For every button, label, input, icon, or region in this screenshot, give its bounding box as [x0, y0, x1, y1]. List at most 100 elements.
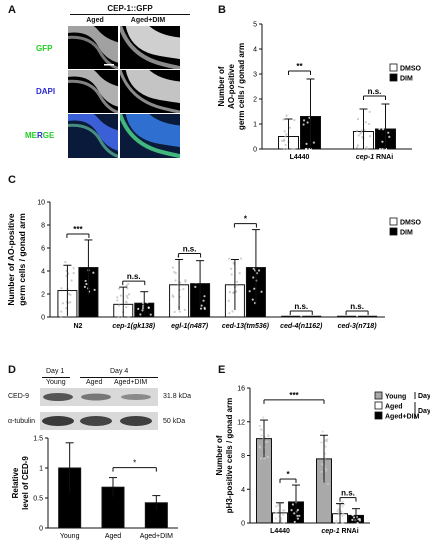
chart-c-datapoint [172, 295, 175, 299]
chart-c-datapoint [260, 290, 263, 293]
chart-b-datapoint [367, 122, 371, 126]
micrograph-gfp-aged-dim [120, 26, 180, 69]
micrograph-dapi-aged [68, 70, 118, 113]
blot-tubulin-label: α-tubulin [8, 418, 36, 425]
chart-b-datapoint [378, 127, 381, 131]
chart-b-datapoint [314, 109, 317, 112]
chart-e-datapoint [325, 469, 328, 472]
chart-c-datapoint [252, 267, 255, 270]
chart-c-legend-label: DIM [400, 230, 413, 237]
chart-c-datapoint [203, 270, 207, 274]
chart-c-datapoint [127, 293, 131, 296]
chart-e-legend-swatch [374, 411, 383, 420]
chart-e-datapoint [293, 489, 296, 492]
chart-c-datapoint [85, 259, 88, 262]
chart-b-ylabel: germ cells / gonad arm [237, 43, 246, 130]
chart-c-datapoint [60, 287, 63, 290]
chart-e-ytick-label: 4 [241, 487, 245, 494]
panel-a-col-aged-dim: Aged+DIM [130, 17, 166, 24]
chart-c-datapoint [230, 267, 233, 270]
chart-e-datapoint [277, 502, 280, 506]
chart-c-datapoint [232, 261, 235, 264]
chart-c-sig-label: n.s. [294, 302, 308, 311]
chart-c-ytick-label: 6 [41, 246, 45, 253]
chart-c-datapoint [72, 271, 75, 275]
merge-seg-ge: GE [42, 131, 55, 140]
panel-a-letter: A [8, 4, 16, 16]
chart-c-datapoint [252, 276, 255, 279]
row-label-merge: MERGE [25, 131, 54, 140]
chart-b-legend-label: DIM [400, 76, 413, 83]
chart-b-datapoint [305, 147, 308, 151]
chart-b-datapoint [285, 147, 289, 151]
chart-c-datapoint [202, 271, 205, 274]
chart-e-datapoint [296, 514, 299, 517]
chart-c-datapoint [60, 310, 63, 313]
chart-c-datapoint [147, 306, 150, 310]
chart-e-datapoint [263, 457, 266, 460]
chart-b-sig-label: n.s. [368, 87, 382, 96]
chart-b-datapoint [357, 134, 360, 137]
chart-c-datapoint [253, 287, 256, 290]
chart-c-datapoint [126, 296, 129, 300]
chart-e-datapoint [323, 452, 327, 455]
chart-c-datapoint [204, 266, 207, 270]
chart-b-sig-label: ** [296, 62, 303, 71]
chart-e-datapoint [335, 521, 338, 524]
blot-day4-label: Day 4 [110, 368, 129, 375]
chart-b-ytick-label: 1 [253, 122, 257, 129]
chart-c-sig-label: *** [73, 225, 83, 234]
chart-c-category-label: ced-4(n1162) [280, 323, 323, 330]
chart-b-datapoint [284, 143, 287, 146]
chart-c-datapoint [202, 299, 205, 302]
chart-e-datapoint [277, 504, 280, 507]
chart-e-datapoint [293, 520, 296, 523]
panel-a-col-aged: Aged [86, 17, 104, 24]
blot-lane-aged-dim: Aged+DIM [114, 379, 148, 386]
chart-e-datapoint [274, 517, 277, 520]
chart-b-datapoint [303, 74, 306, 77]
chart-e-legend-label: Aged+DIM [385, 414, 420, 421]
chart-b-datapoint [280, 139, 284, 142]
chart-b-datapoint [356, 146, 359, 149]
chart-c-sig-label: n.s. [350, 302, 364, 311]
chart-e-ytick-label: 8 [241, 453, 245, 460]
chart-c-datapoint [194, 281, 198, 284]
chart-c-sig-label: n.s. [127, 272, 141, 281]
chart-e-ylabel: pH3-positive cells / gonad arm [225, 398, 234, 514]
chart-c-datapoint [119, 294, 123, 297]
chart-b-datapoint [356, 144, 360, 147]
chart-c-datapoint [252, 231, 255, 234]
chart-b-datapoint [388, 135, 391, 139]
chart-c-datapoint [173, 310, 176, 314]
chart-e-datapoint [282, 521, 286, 525]
chart-e-datapoint [321, 463, 324, 466]
chart-d-ytick-label: 0 [39, 526, 43, 533]
chart-c-datapoint [91, 256, 94, 259]
chart-c-datapoint [81, 260, 84, 263]
chart-b-datapoint [283, 130, 286, 133]
panel-b-letter: B [218, 4, 226, 16]
chart-c-datapoint [125, 284, 128, 287]
chart-e-legend-label: Aged [385, 404, 403, 411]
chart-c-legend-swatch [389, 217, 398, 226]
chart-c-datapoint [83, 285, 86, 288]
blot-lane-aged: Aged [86, 379, 103, 386]
chart-c-datapoint [253, 224, 256, 227]
chart-c-datapoint [72, 267, 75, 270]
chart-e-datapoint [320, 441, 323, 444]
chart-e-datapoint [336, 510, 339, 513]
chart-b-datapoint [363, 128, 366, 132]
chart-e-datapoint [262, 416, 265, 419]
chart-e-datapoint [293, 512, 296, 515]
chart-c-datapoint [203, 295, 206, 298]
chart-e-datapoint [298, 514, 301, 517]
chart-c: 0 2 4 6 8 10 Number of AO-positive germ cells /… [6, 200, 422, 331]
chart-b-datapoint [355, 129, 359, 132]
chart-c-datapoint [231, 310, 234, 313]
chart-e-datapoint [275, 512, 278, 515]
blot-day1-label: Day 1 [46, 368, 65, 375]
blot-tubulin [40, 412, 158, 430]
chart-b-datapoint [364, 121, 367, 124]
chart-e-datapoint [357, 518, 360, 521]
